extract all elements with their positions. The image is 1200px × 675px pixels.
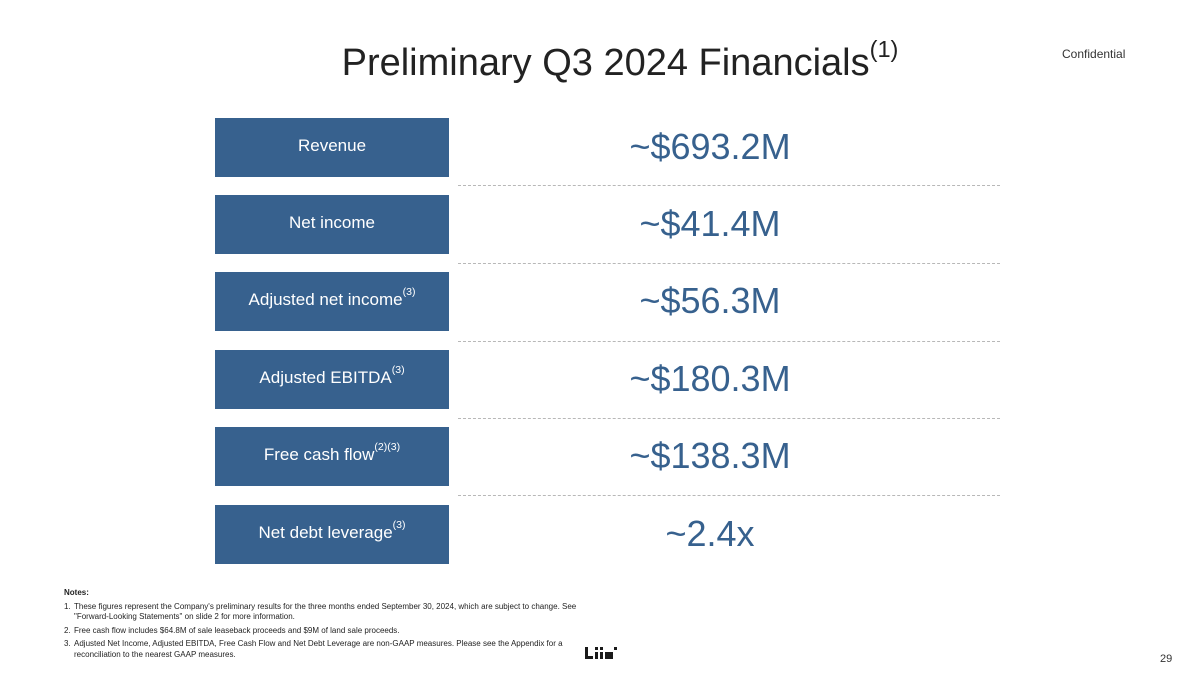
metric-label: Net income [289, 213, 375, 232]
metric-label-box: Adjusted EBITDA (3) [215, 350, 449, 409]
metric-row-adjusted-net-income: Adjusted net income (3) ~$56.3M [0, 272, 1200, 332]
page-number: 29 [1160, 653, 1173, 665]
metric-label: Adjusted EBITDA [259, 368, 392, 387]
metric-row-net-debt-leverage: Net debt leverage (3) ~2.4x [0, 505, 1200, 565]
note-number: 3. [64, 639, 71, 648]
note-item: 2. Free cash flow includes $64.8M of sal… [64, 626, 584, 637]
metric-label-box: Adjusted net income (3) [215, 272, 449, 331]
slide-title-text: Preliminary Q3 2024 Financials [341, 42, 870, 84]
metric-label-footnote: (3) [392, 519, 406, 531]
metric-row-adjusted-ebitda: Adjusted EBITDA (3) ~$180.3M [0, 350, 1200, 410]
metric-label: Adjusted net income [248, 290, 403, 309]
notes-heading: Notes: [64, 588, 89, 597]
metric-row-free-cash-flow: Free cash flow (2)(3) ~$138.3M [0, 427, 1200, 487]
note-number: 1. [64, 601, 71, 611]
row-divider [458, 495, 1000, 496]
note-item: 3. Adjusted Net Income, Adjusted EBITDA,… [64, 639, 584, 660]
metric-label-footnote: (3) [402, 286, 416, 298]
metric-value: ~$41.4M [639, 203, 781, 244]
metric-label-box: Net income [215, 195, 449, 254]
metric-value: ~$56.3M [639, 280, 781, 321]
row-divider [458, 185, 1000, 186]
metric-label: Revenue [297, 136, 367, 155]
confidential-label: Confidential [1062, 47, 1126, 61]
slide-title: Preliminary Q3 2024 Financials(1) [0, 36, 1200, 85]
metric-value: ~$180.3M [629, 358, 791, 399]
note-item: 1. These figures represent the Company's… [64, 602, 584, 623]
row-divider [458, 263, 1000, 264]
slide-title-footnote: (1) [869, 36, 899, 62]
metric-label: Net debt leverage [258, 523, 393, 542]
metric-label-box: Free cash flow (2)(3) [215, 427, 449, 486]
note-number: 2. [64, 625, 71, 635]
notes-section: Notes: 1. These figures represent the Co… [64, 588, 584, 663]
row-divider [458, 341, 1000, 342]
metric-value: ~2.4x [665, 513, 755, 554]
metric-label-box: Net debt leverage (3) [215, 505, 449, 564]
note-text: Adjusted Net Income, Adjusted EBITDA, Fr… [74, 639, 563, 659]
note-text: Free cash flow includes $64.8M of sale l… [74, 625, 400, 635]
note-text: These figures represent the Company's pr… [74, 601, 577, 622]
company-logo-icon [585, 647, 617, 659]
metric-label-box: Revenue [215, 118, 449, 177]
metric-label: Free cash flow [263, 445, 375, 464]
metric-row-revenue: Revenue ~$693.2M [0, 118, 1200, 178]
row-divider [458, 418, 1000, 419]
metric-label-footnote: (2)(3) [374, 441, 401, 453]
metric-value: ~$138.3M [629, 435, 791, 476]
metric-row-net-income: Net income ~$41.4M [0, 195, 1200, 255]
metric-label-footnote: (3) [391, 364, 405, 376]
metric-value: ~$693.2M [629, 126, 791, 167]
